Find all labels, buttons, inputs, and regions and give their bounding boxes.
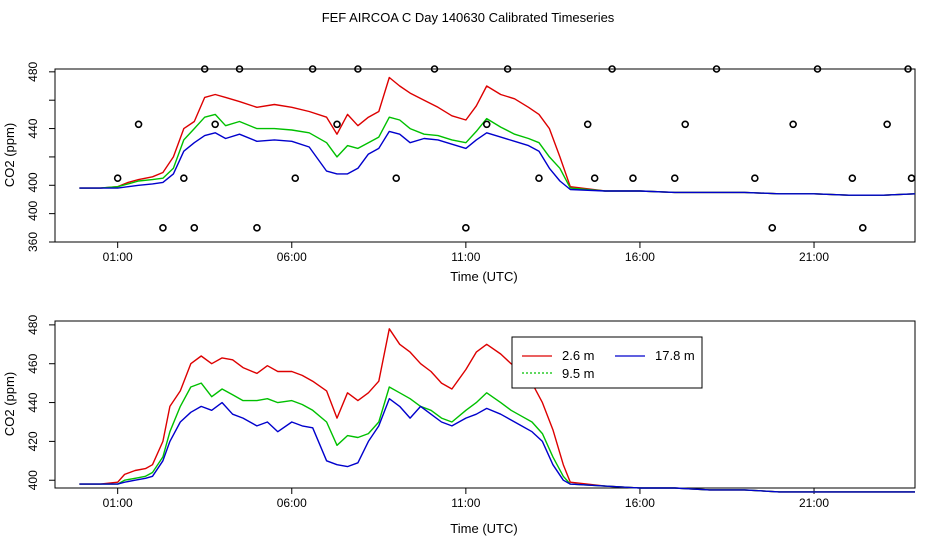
top-y-tick-label: 400 [26, 172, 40, 192]
top-x-tick-label: 16:00 [625, 250, 655, 264]
top-x-tick-label: 01:00 [103, 250, 133, 264]
top-axis-ticks: 01:00 06:00 11:00 16:00 21:00 360 400 400 440 480 [26, 62, 829, 264]
top-x-axis-label: Time (UTC) [450, 269, 517, 284]
bottom-series-17-8-m [79, 398, 915, 493]
bottom-x-tick-label: 16:00 [625, 496, 655, 510]
flag-marker [291, 174, 300, 182]
bottom-axis-ticks: 01:00 06:00 11:00 16:00 21:00 400 420 440 460 480 [26, 315, 829, 510]
flag-marker [113, 174, 122, 182]
flag-marker [535, 174, 543, 182]
flag-marker [211, 120, 219, 129]
chart-title: FEF AIRCOA C Day 140630 Calibrated Times… [322, 10, 615, 25]
top-x-tick-label: 06:00 [277, 250, 307, 264]
top-plot-frame [54, 68, 916, 243]
flag-marker [681, 120, 690, 129]
flag-marker [751, 174, 759, 182]
flag-marker [333, 120, 341, 129]
bottom-x-tick-label: 21:00 [799, 496, 829, 510]
flag-marker [904, 65, 912, 73]
flag-marker [670, 174, 679, 182]
flag-marker [789, 120, 797, 129]
bottom-plot-frame [54, 320, 916, 489]
top-series-group [79, 76, 916, 196]
flag-marker [159, 224, 167, 232]
top-y-tick-label: 440 [26, 118, 40, 138]
bottom-panel: 01:00 06:00 11:00 16:00 21:00 400 420 440 460 480… [2, 315, 916, 536]
bottom-y-tick-label: 400 [26, 470, 40, 490]
legend-label-9-5m: 9.5 m [562, 366, 595, 381]
bottom-series-2-6-m [79, 328, 915, 493]
top-y-tick-label: 480 [26, 62, 40, 82]
bottom-y-axis-label: CO2 (ppm) [2, 372, 17, 436]
top-series-9-5-m [79, 113, 916, 196]
flag-marker [590, 174, 599, 182]
flag-marker [629, 174, 637, 182]
flag-marker [134, 120, 143, 129]
flag-marker [907, 174, 916, 182]
flag-marker [430, 65, 439, 73]
flag-marker [354, 65, 362, 73]
bottom-series-9-5-m [79, 382, 915, 493]
flag-marker [253, 224, 261, 232]
flag-marker [883, 120, 891, 129]
flag-marker [712, 65, 721, 73]
flag-marker [180, 174, 188, 182]
top-y-axis-label: CO2 (ppm) [2, 123, 17, 187]
flag-marker [200, 65, 209, 73]
flag-marker [235, 65, 244, 73]
bottom-y-tick-label: 420 [26, 431, 40, 451]
flag-marker [813, 65, 822, 73]
flag-marker [190, 224, 199, 232]
top-x-tick-label: 21:00 [799, 250, 829, 264]
top-y-tick-label: 400 [26, 200, 40, 220]
legend: 2.6 m 9.5 m 17.8 m [511, 336, 703, 389]
bottom-series-group [79, 328, 915, 493]
top-y-tick-label: 360 [26, 232, 40, 252]
legend-label-2-6m: 2.6 m [562, 348, 595, 363]
flag-marker [848, 174, 857, 182]
flag-marker [583, 120, 592, 129]
legend-box [511, 336, 703, 389]
flag-marker [308, 65, 317, 73]
flag-marker [392, 174, 401, 182]
top-panel: 01:00 06:00 11:00 16:00 21:00 360 400 400 440 480… [2, 62, 916, 284]
bottom-x-tick-label: 01:00 [103, 496, 133, 510]
top-x-tick-label: 11:00 [451, 250, 480, 264]
flag-marker [462, 224, 470, 232]
top-flag-markers [113, 65, 916, 232]
bottom-x-tick-label: 11:00 [451, 496, 480, 510]
bottom-x-tick-label: 06:00 [277, 496, 307, 510]
bottom-y-tick-label: 440 [26, 392, 40, 412]
flag-marker [608, 65, 616, 73]
bottom-y-tick-label: 460 [26, 353, 40, 373]
flag-marker [503, 65, 512, 73]
flag-marker [768, 224, 777, 232]
legend-label-17-8m: 17.8 m [655, 348, 695, 363]
flag-marker [482, 120, 491, 129]
bottom-y-tick-label: 480 [26, 315, 40, 335]
top-series-17-8-m [79, 130, 916, 196]
bottom-x-axis-label: Time (UTC) [450, 521, 517, 536]
flag-marker [858, 224, 867, 232]
